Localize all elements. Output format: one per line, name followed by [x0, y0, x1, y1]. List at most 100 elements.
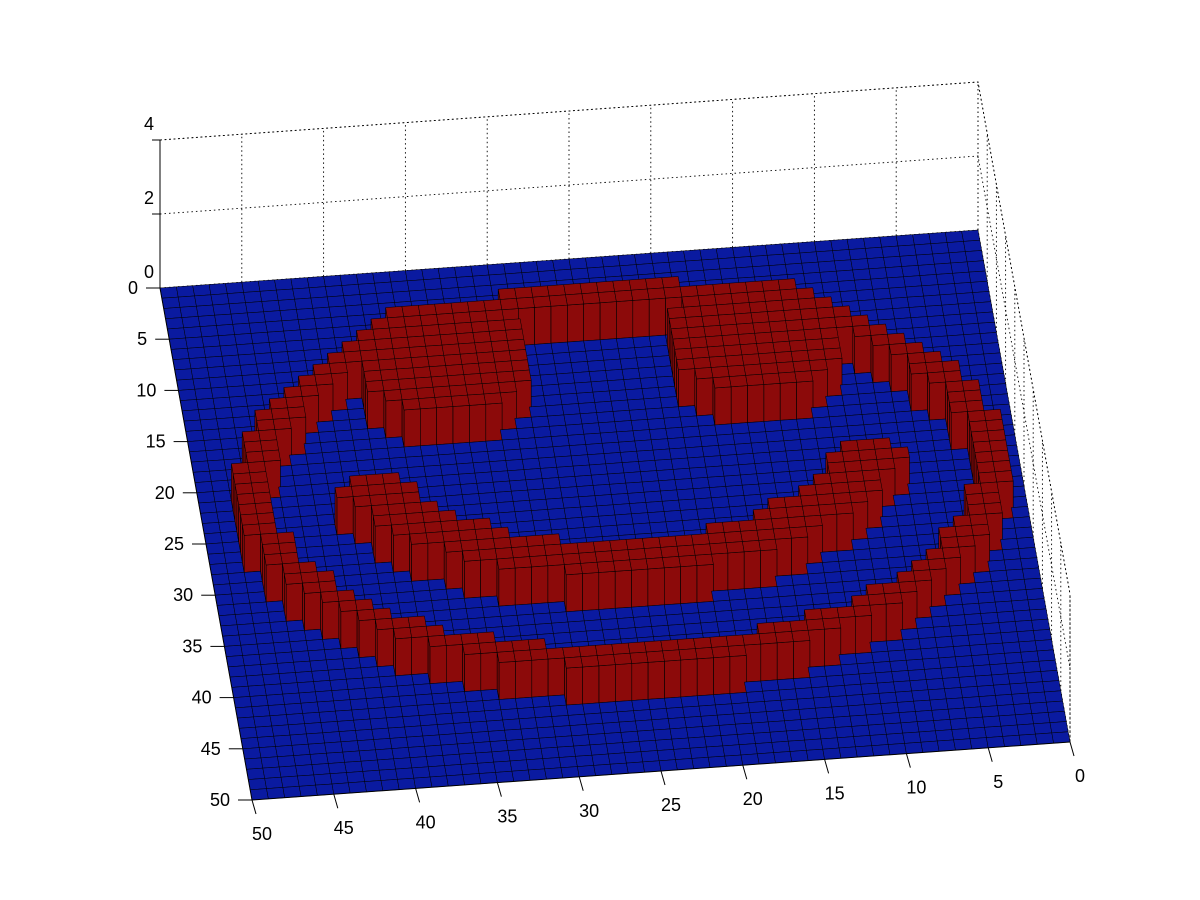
surface-wall	[696, 657, 714, 697]
surface-cell	[678, 405, 697, 418]
surface-cell	[963, 389, 983, 402]
surface-cell	[836, 549, 856, 562]
surface-wall	[730, 385, 748, 425]
surface-cell	[880, 515, 899, 528]
surface-cell	[234, 482, 254, 495]
surface-wall	[445, 550, 463, 590]
surface-wall	[851, 501, 869, 541]
surface-wall	[565, 666, 584, 706]
surface-cell	[267, 610, 287, 623]
surface-wall	[805, 525, 823, 565]
surface-cell	[816, 493, 836, 506]
surface-cell	[403, 501, 423, 514]
surface-cell	[305, 452, 325, 465]
surface-cell	[352, 438, 372, 451]
surface-cell	[965, 399, 985, 412]
surface-cell	[661, 499, 681, 512]
surface-cell	[974, 581, 994, 594]
surface-cell	[224, 644, 243, 657]
surface-cell	[234, 333, 254, 346]
surface-cell	[796, 417, 816, 430]
surface-cell	[558, 476, 578, 489]
surface-cell	[761, 279, 781, 292]
surface-cell	[256, 419, 276, 431]
surface-cell	[905, 285, 924, 298]
surface-cell	[603, 265, 623, 278]
surface-cell	[720, 454, 739, 467]
surface-cell	[896, 421, 916, 433]
x-tick-label-30: 30	[579, 801, 599, 821]
surface-cell	[582, 702, 602, 715]
surface-cell	[260, 532, 280, 545]
surface-cell	[772, 340, 792, 353]
surface-cell	[820, 550, 839, 563]
surface-cell	[578, 402, 597, 415]
surface-cell	[588, 370, 608, 383]
surface-cell	[325, 658, 345, 671]
surface-cell	[611, 493, 630, 506]
surface-cell	[830, 239, 850, 251]
surface-cell	[310, 296, 330, 309]
surface-cell	[432, 385, 452, 398]
surface-cell	[336, 589, 356, 602]
surface-cell	[272, 361, 292, 374]
surface-cell	[537, 270, 557, 283]
surface-cell	[623, 471, 643, 484]
surface-cell	[793, 677, 812, 690]
surface-cell	[492, 350, 512, 363]
surface-cell	[654, 458, 674, 471]
surface-cell	[941, 303, 961, 316]
surface-cell	[264, 683, 283, 696]
surface-cell	[829, 471, 848, 484]
surface-cell	[765, 430, 785, 443]
surface-cell	[355, 598, 374, 611]
surface-cell	[505, 459, 525, 472]
surface-cell	[911, 559, 930, 572]
surface-cell	[837, 279, 857, 292]
surface-cell	[307, 742, 327, 755]
surface-cell	[287, 350, 306, 363]
surface-cell	[767, 720, 787, 733]
surface-cell	[642, 760, 662, 773]
surface-cell	[622, 741, 642, 754]
surface-wall	[824, 627, 842, 667]
surface-cell	[398, 377, 417, 390]
surface-cell	[668, 260, 688, 273]
surface-cell	[934, 636, 954, 648]
surface-cell	[956, 665, 976, 678]
surface-cell	[340, 647, 360, 660]
surface-cell	[1029, 701, 1049, 714]
surface-cell	[469, 720, 489, 733]
surface-cell	[650, 251, 670, 264]
surface-cell	[422, 510, 441, 523]
surface-cell	[545, 404, 565, 417]
surface-cell	[236, 343, 255, 356]
surface-cell	[714, 293, 734, 306]
surface-cell	[1027, 598, 1047, 611]
surface-cell	[246, 674, 265, 687]
surface-wall	[713, 656, 731, 696]
surface-cell	[398, 601, 418, 614]
surface-cell	[963, 482, 983, 495]
surface-cell	[254, 408, 274, 421]
surface-cell	[387, 446, 407, 459]
surface-cell	[339, 273, 359, 286]
surface-cell	[1003, 558, 1023, 571]
surface-cell	[787, 329, 806, 342]
surface-cell	[247, 311, 266, 324]
surface-cell	[252, 491, 272, 504]
surface-cell	[596, 560, 616, 573]
surface-cell	[367, 483, 387, 496]
surface-cell	[947, 614, 967, 627]
surface-cell	[673, 747, 693, 760]
surface-wall	[776, 641, 794, 681]
surface-cell	[511, 489, 530, 502]
y-tick-label-10: 10	[136, 380, 156, 400]
surface-cell	[331, 689, 351, 702]
surface-cell	[409, 345, 428, 358]
surface-cell	[531, 695, 551, 708]
surface-cell	[387, 726, 407, 739]
surface-cell	[333, 699, 353, 712]
surface-cell	[265, 600, 285, 613]
surface-cell	[325, 471, 345, 484]
